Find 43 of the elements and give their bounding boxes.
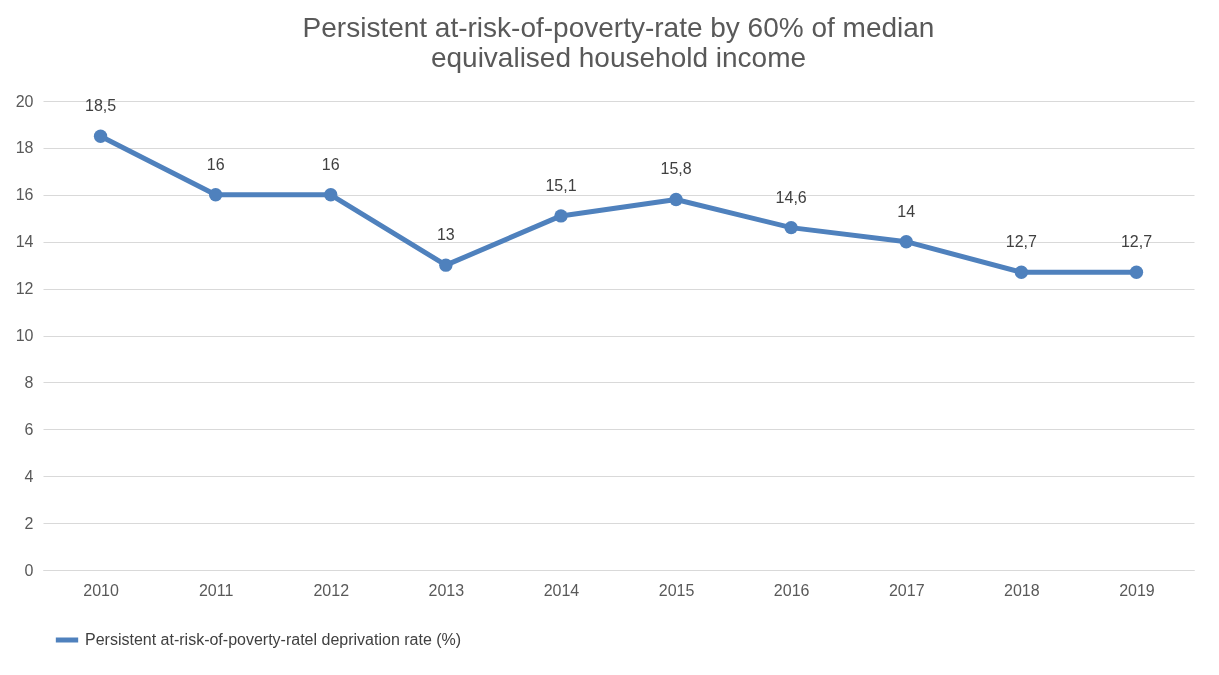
- y-tick-label: 2: [24, 514, 34, 532]
- x-tick-label: 2014: [543, 581, 580, 599]
- data-label: 15,1: [545, 176, 577, 194]
- data-label: 18,5: [84, 97, 117, 115]
- x-tick-label: 2012: [313, 581, 350, 599]
- y-tick-label: 4: [24, 467, 34, 485]
- point: [899, 235, 913, 249]
- data-label: 12,7: [1120, 233, 1153, 251]
- x-tick-label: 2019: [1119, 581, 1155, 599]
- point: [669, 192, 683, 207]
- point: [439, 258, 453, 272]
- y-tick-label: 16: [15, 186, 34, 204]
- point: [93, 129, 108, 143]
- x-tick-label: 2018: [1004, 581, 1040, 599]
- point: [208, 188, 223, 202]
- data-label: 13: [436, 226, 455, 244]
- y-tick-label: 14: [15, 233, 34, 251]
- point: [1129, 265, 1144, 279]
- x-tick-label: 2013: [428, 581, 465, 599]
- point: [554, 209, 568, 223]
- y-tick-label: 18: [15, 139, 34, 157]
- legend-label: Persistent at-risk-of-poverty-ratel deprivation rate (%): [85, 631, 462, 648]
- x-tick-label: 2017: [888, 581, 925, 599]
- y-tick-label: 8: [24, 373, 34, 391]
- point: [784, 220, 798, 235]
- y-tick-label: 12: [15, 280, 34, 298]
- data-label: 14,6: [775, 188, 807, 206]
- data-label: 16: [321, 155, 340, 173]
- y-tick-label: 10: [15, 327, 34, 344]
- point: [324, 188, 338, 202]
- data-label: 16: [206, 155, 225, 173]
- data-label: 14: [897, 202, 916, 220]
- y-tick-label: 20: [15, 92, 34, 110]
- point: [1014, 265, 1029, 279]
- y-tick-label: 0: [24, 561, 34, 579]
- data-label: 15,8: [660, 160, 692, 178]
- y-tick-label: 6: [24, 420, 34, 438]
- data-label: 12,7: [1005, 233, 1038, 251]
- x-tick-label: 2016: [773, 581, 810, 599]
- x-tick-label: 2011: [198, 581, 234, 599]
- x-tick-label: 2015: [658, 581, 695, 599]
- x-tick-label: 2010: [83, 581, 119, 599]
- chart-title: Persistent at-risk-of-poverty-rate by 60% of median equivalised household income: [302, 12, 935, 73]
